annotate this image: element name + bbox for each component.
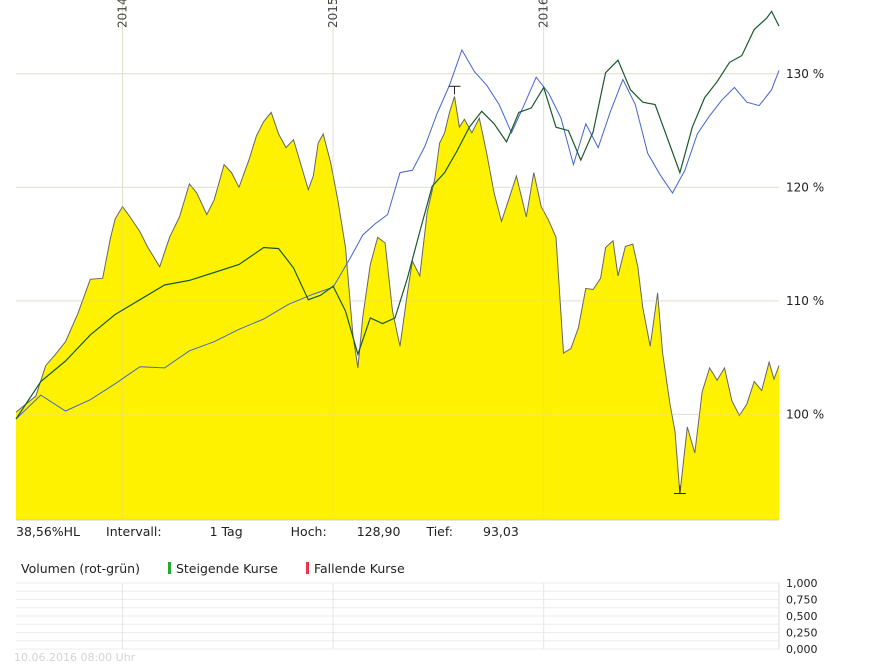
volume-tick-label: 0,500 xyxy=(786,610,818,623)
volume-tick-label: 0,000 xyxy=(786,643,818,656)
low-value: 93,03 xyxy=(483,524,519,539)
volume-legend: Volumen (rot-grün) Steigende Kurse Falle… xyxy=(21,561,429,576)
volume-tick-label: 0,250 xyxy=(786,627,818,640)
down-swatch-icon xyxy=(305,562,309,574)
grid-overlay xyxy=(16,0,779,520)
low-marker xyxy=(673,485,686,495)
series-blue-line xyxy=(15,48,780,420)
legend-down-label: Fallende Kurse xyxy=(313,561,405,576)
series-green-line xyxy=(15,10,780,420)
high-label: Hoch: xyxy=(290,524,327,539)
y-tick-label: 110 % xyxy=(786,294,824,308)
up-swatch-icon xyxy=(167,562,171,574)
y-tick-label: 120 % xyxy=(786,180,824,194)
legend-down: Fallende Kurse xyxy=(305,561,405,576)
interval-value: 1 Tag xyxy=(209,524,243,539)
low-label: Tief: xyxy=(426,524,454,539)
legend-up-label: Steigende Kurse xyxy=(175,561,278,576)
chart-info-bar: 38,56%HL Intervall: 1 Tag Hoch: 128,90 Ti… xyxy=(16,524,541,539)
high-value: 128,90 xyxy=(356,524,401,539)
x-tick-label: 2016 xyxy=(537,0,551,28)
x-tick-label: 2015 xyxy=(326,0,340,28)
y-tick-label: 100 % xyxy=(786,407,824,421)
volume-grid xyxy=(16,582,779,650)
series-area-line xyxy=(15,96,780,494)
x-tick-label: 2014 xyxy=(116,0,130,28)
performance-label: 38,56%HL xyxy=(16,524,81,539)
series-area-fill xyxy=(16,96,779,520)
interval-label: Intervall: xyxy=(106,524,162,539)
timestamp: 10.06.2016 08:00 Uhr xyxy=(14,651,136,664)
y-tick-label: 130 % xyxy=(786,67,824,81)
volume-title: Volumen (rot-grün) xyxy=(21,561,140,576)
high-marker xyxy=(448,85,461,95)
legend-up: Steigende Kurse xyxy=(167,561,278,576)
volume-tick-label: 1,000 xyxy=(786,577,818,590)
volume-tick-label: 0,750 xyxy=(786,594,818,607)
